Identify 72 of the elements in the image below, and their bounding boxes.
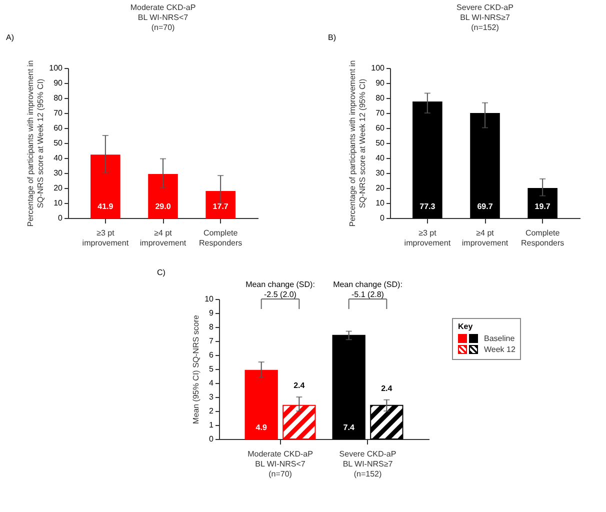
legend-label: Week 12 bbox=[484, 345, 516, 354]
y-tick-label: 30 bbox=[376, 168, 386, 178]
bar bbox=[332, 334, 366, 440]
y-tick-label: 3 bbox=[209, 392, 214, 402]
y-tick-label: 50 bbox=[54, 138, 64, 148]
legend-label: Baseline bbox=[484, 334, 515, 343]
x-tick-label: Complete Responders bbox=[199, 228, 242, 248]
text: B) bbox=[328, 33, 336, 42]
data-label: 19.7 bbox=[534, 202, 551, 211]
text: Mean change (SD): -5.1 (2.8) bbox=[333, 280, 402, 299]
legend-title: Key bbox=[458, 322, 474, 331]
bar bbox=[148, 174, 178, 218]
y-tick-label: 10 bbox=[54, 198, 64, 208]
y-tick-label: 2 bbox=[209, 406, 214, 416]
bar bbox=[470, 112, 500, 218]
y-tick-label: 100 bbox=[371, 64, 386, 72]
y-tick-label: 60 bbox=[54, 124, 64, 132]
data-label: 69.7 bbox=[477, 202, 494, 211]
y-tick-label: 1 bbox=[209, 420, 214, 430]
data-label: 29.0 bbox=[155, 202, 172, 211]
data-label: 17.7 bbox=[212, 202, 229, 211]
data-label: 4.9 bbox=[256, 423, 268, 432]
y-axis-title: Percentage of participants with improvement in SQ-NRS score at Week 12 (95% CI) bbox=[348, 60, 368, 227]
y-tick-label: 0 bbox=[380, 214, 386, 222]
y-axis-title: Mean (95% CI) SQ-NRS score bbox=[192, 314, 201, 424]
y-axis-title: Percentage of participants with improvement in SQ-NRS score at Week 12 (95% CI) bbox=[26, 60, 46, 227]
data-label: 41.9 bbox=[98, 202, 114, 211]
y-tick-label: 60 bbox=[376, 124, 386, 132]
y-tick-label: 10 bbox=[376, 198, 386, 208]
text: C) bbox=[157, 268, 166, 277]
x-tick-label: ≥3 pt improvement bbox=[82, 228, 130, 248]
chart-title: Severe CKD-aP BL WI-NRS≥7 (n=152) bbox=[456, 3, 514, 32]
x-tick-label: ≥4 pt improvement bbox=[462, 228, 509, 248]
y-tick-label: 90 bbox=[376, 78, 386, 88]
y-tick-label: 40 bbox=[376, 154, 386, 162]
y-tick-label: 90 bbox=[54, 78, 64, 88]
y-tick-label: 5 bbox=[209, 364, 214, 374]
text: A) bbox=[6, 33, 14, 42]
y-tick-label: 6 bbox=[209, 350, 214, 360]
y-tick-label: 70 bbox=[54, 108, 64, 118]
text: Mean change (SD): -2.5 (2.0) bbox=[246, 280, 315, 299]
x-tick-label: ≥3 pt improvement bbox=[404, 228, 452, 248]
y-tick-label: 4 bbox=[209, 378, 214, 388]
bar bbox=[244, 370, 278, 440]
data-label: 2.4 bbox=[294, 381, 306, 390]
data-label: 77.3 bbox=[420, 202, 436, 211]
bar bbox=[90, 154, 120, 218]
y-tick-label: 70 bbox=[376, 108, 386, 118]
y-tick-label: 9 bbox=[209, 308, 214, 318]
y-tick-label: 40 bbox=[54, 154, 64, 162]
bar bbox=[282, 404, 316, 440]
y-tick-label: 30 bbox=[54, 168, 64, 178]
bar bbox=[206, 190, 236, 218]
y-tick-label: 80 bbox=[54, 94, 64, 102]
y-tick-label: 0 bbox=[58, 214, 64, 222]
y-tick-label: 100 bbox=[49, 64, 64, 72]
y-tick-label: 80 bbox=[376, 94, 386, 102]
y-tick-label: 50 bbox=[376, 138, 386, 148]
bar bbox=[370, 404, 404, 440]
y-tick-label: 20 bbox=[54, 184, 64, 192]
y-tick-label: 0 bbox=[209, 434, 214, 444]
y-tick-label: 20 bbox=[376, 184, 386, 192]
y-tick-label: 8 bbox=[209, 322, 214, 332]
bar bbox=[412, 102, 442, 218]
x-tick-label: Complete Responders bbox=[521, 228, 564, 248]
data-label: 2.4 bbox=[381, 384, 393, 393]
bar bbox=[528, 188, 558, 218]
x-tick-label: ≥4 pt improvement bbox=[140, 228, 187, 248]
chart-title: Moderate CKD-aP BL WI-NRS<7 (n=70) bbox=[130, 3, 196, 32]
y-tick-label: 10 bbox=[204, 294, 214, 304]
y-tick-label: 7 bbox=[209, 336, 214, 346]
data-label: 7.4 bbox=[343, 423, 355, 432]
